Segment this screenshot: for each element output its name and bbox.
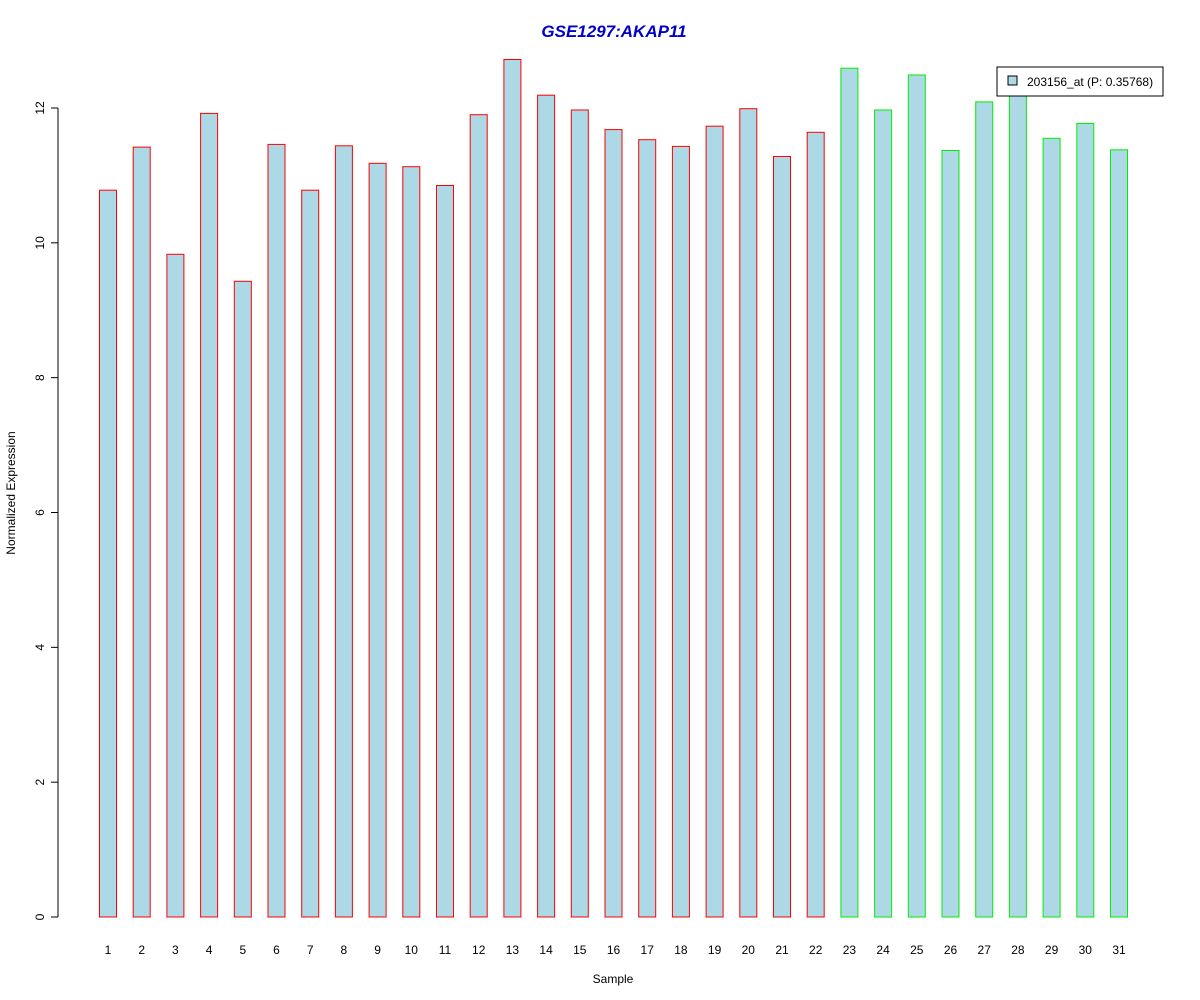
x-tick-label: 7 <box>307 943 314 957</box>
bar-sample-23 <box>840 67 859 918</box>
bar-sample-24 <box>874 109 893 918</box>
x-tick-label: 22 <box>809 943 823 957</box>
x-tick-label: 27 <box>978 943 992 957</box>
x-axis-label: Sample <box>593 972 634 986</box>
bars <box>99 59 1128 918</box>
x-tick-label: 12 <box>472 943 486 957</box>
x-tick-label: 16 <box>607 943 621 957</box>
x-tick-label: 8 <box>341 943 348 957</box>
x-tick-label: 11 <box>439 943 452 957</box>
bar-sample-31 <box>1110 149 1128 918</box>
bar-sample-21 <box>773 156 791 918</box>
bar-sample-7 <box>301 189 320 918</box>
bar-sample-13 <box>503 59 522 918</box>
bar-sample-26 <box>941 150 960 918</box>
bar-sample-28 <box>1008 92 1027 918</box>
bar-sample-5 <box>233 280 252 918</box>
bar-sample-16 <box>604 129 623 918</box>
bar-sample-6 <box>267 143 286 918</box>
y-tick-label: 8 <box>33 374 47 381</box>
x-tick-label: 21 <box>775 943 789 957</box>
x-tick-label: 9 <box>374 943 381 957</box>
legend-label: 203156_at (P: 0.35768) <box>1027 75 1153 89</box>
bar-sample-10 <box>402 166 421 918</box>
bar-sample-29 <box>1042 137 1061 918</box>
bar-sample-17 <box>638 139 657 918</box>
x-tick-label: 14 <box>539 943 553 957</box>
bar-sample-22 <box>806 131 825 918</box>
bar-sample-3 <box>166 253 185 918</box>
bar-sample-2 <box>132 146 151 918</box>
y-tick-label: 0 <box>33 913 47 920</box>
bar-sample-11 <box>436 185 454 918</box>
x-tick-label: 1 <box>105 943 112 957</box>
bar-sample-4 <box>200 112 219 918</box>
y-axis-label: Normalized Expression <box>4 431 18 554</box>
x-tick-label: 2 <box>138 943 145 957</box>
x-tick-label: 18 <box>674 943 688 957</box>
bar-sample-1 <box>99 189 117 918</box>
bar-sample-8 <box>334 145 353 918</box>
bar-sample-19 <box>705 125 724 918</box>
legend-swatch <box>1007 75 1018 86</box>
y-tick-label: 12 <box>33 101 47 115</box>
bar-sample-12 <box>469 114 488 918</box>
y-axis: 0 2 4 6 8 10 12 <box>33 101 59 920</box>
x-tick-label: 13 <box>506 943 520 957</box>
x-tick-label: 30 <box>1079 943 1093 957</box>
x-tick-labels: 1 2 3 4 5 6 7 8 9 10 11 12 13 14 15 16 17 18 19 20 21 22 23 24 2… <box>105 943 1126 957</box>
x-tick-label: 31 <box>1112 943 1126 957</box>
bar-sample-20 <box>739 108 758 918</box>
x-tick-label: 3 <box>172 943 179 957</box>
x-tick-label: 28 <box>1011 943 1025 957</box>
x-tick-label: 29 <box>1045 943 1059 957</box>
x-tick-label: 20 <box>742 943 756 957</box>
bar-sample-18 <box>671 145 690 918</box>
x-tick-label: 25 <box>910 943 924 957</box>
y-tick-label: 10 <box>33 236 47 250</box>
legend-box <box>996 66 1164 97</box>
x-tick-label: 19 <box>708 943 722 957</box>
bar-sample-27 <box>975 101 994 918</box>
y-tick-label: 6 <box>33 509 47 516</box>
bar-sample-15 <box>570 109 589 918</box>
y-tick-label: 4 <box>33 644 47 651</box>
x-tick-label: 24 <box>876 943 890 957</box>
bar-sample-30 <box>1076 123 1095 918</box>
x-tick-label: 26 <box>944 943 958 957</box>
bar-sample-9 <box>368 162 387 918</box>
x-tick-label: 4 <box>206 943 213 957</box>
bar-sample-25 <box>907 74 926 918</box>
x-tick-label: 17 <box>641 943 655 957</box>
x-tick-label: 10 <box>405 943 419 957</box>
x-tick-label: 6 <box>273 943 280 957</box>
chart-title: GSE1297:AKAP11 <box>541 22 686 41</box>
bar-sample-14 <box>537 94 556 918</box>
y-tick-label: 2 <box>33 779 47 786</box>
x-tick-label: 23 <box>843 943 857 957</box>
x-tick-label: 5 <box>239 943 246 957</box>
legend: 203156_at (P: 0.35768) <box>996 66 1164 97</box>
x-tick-label: 15 <box>573 943 587 957</box>
